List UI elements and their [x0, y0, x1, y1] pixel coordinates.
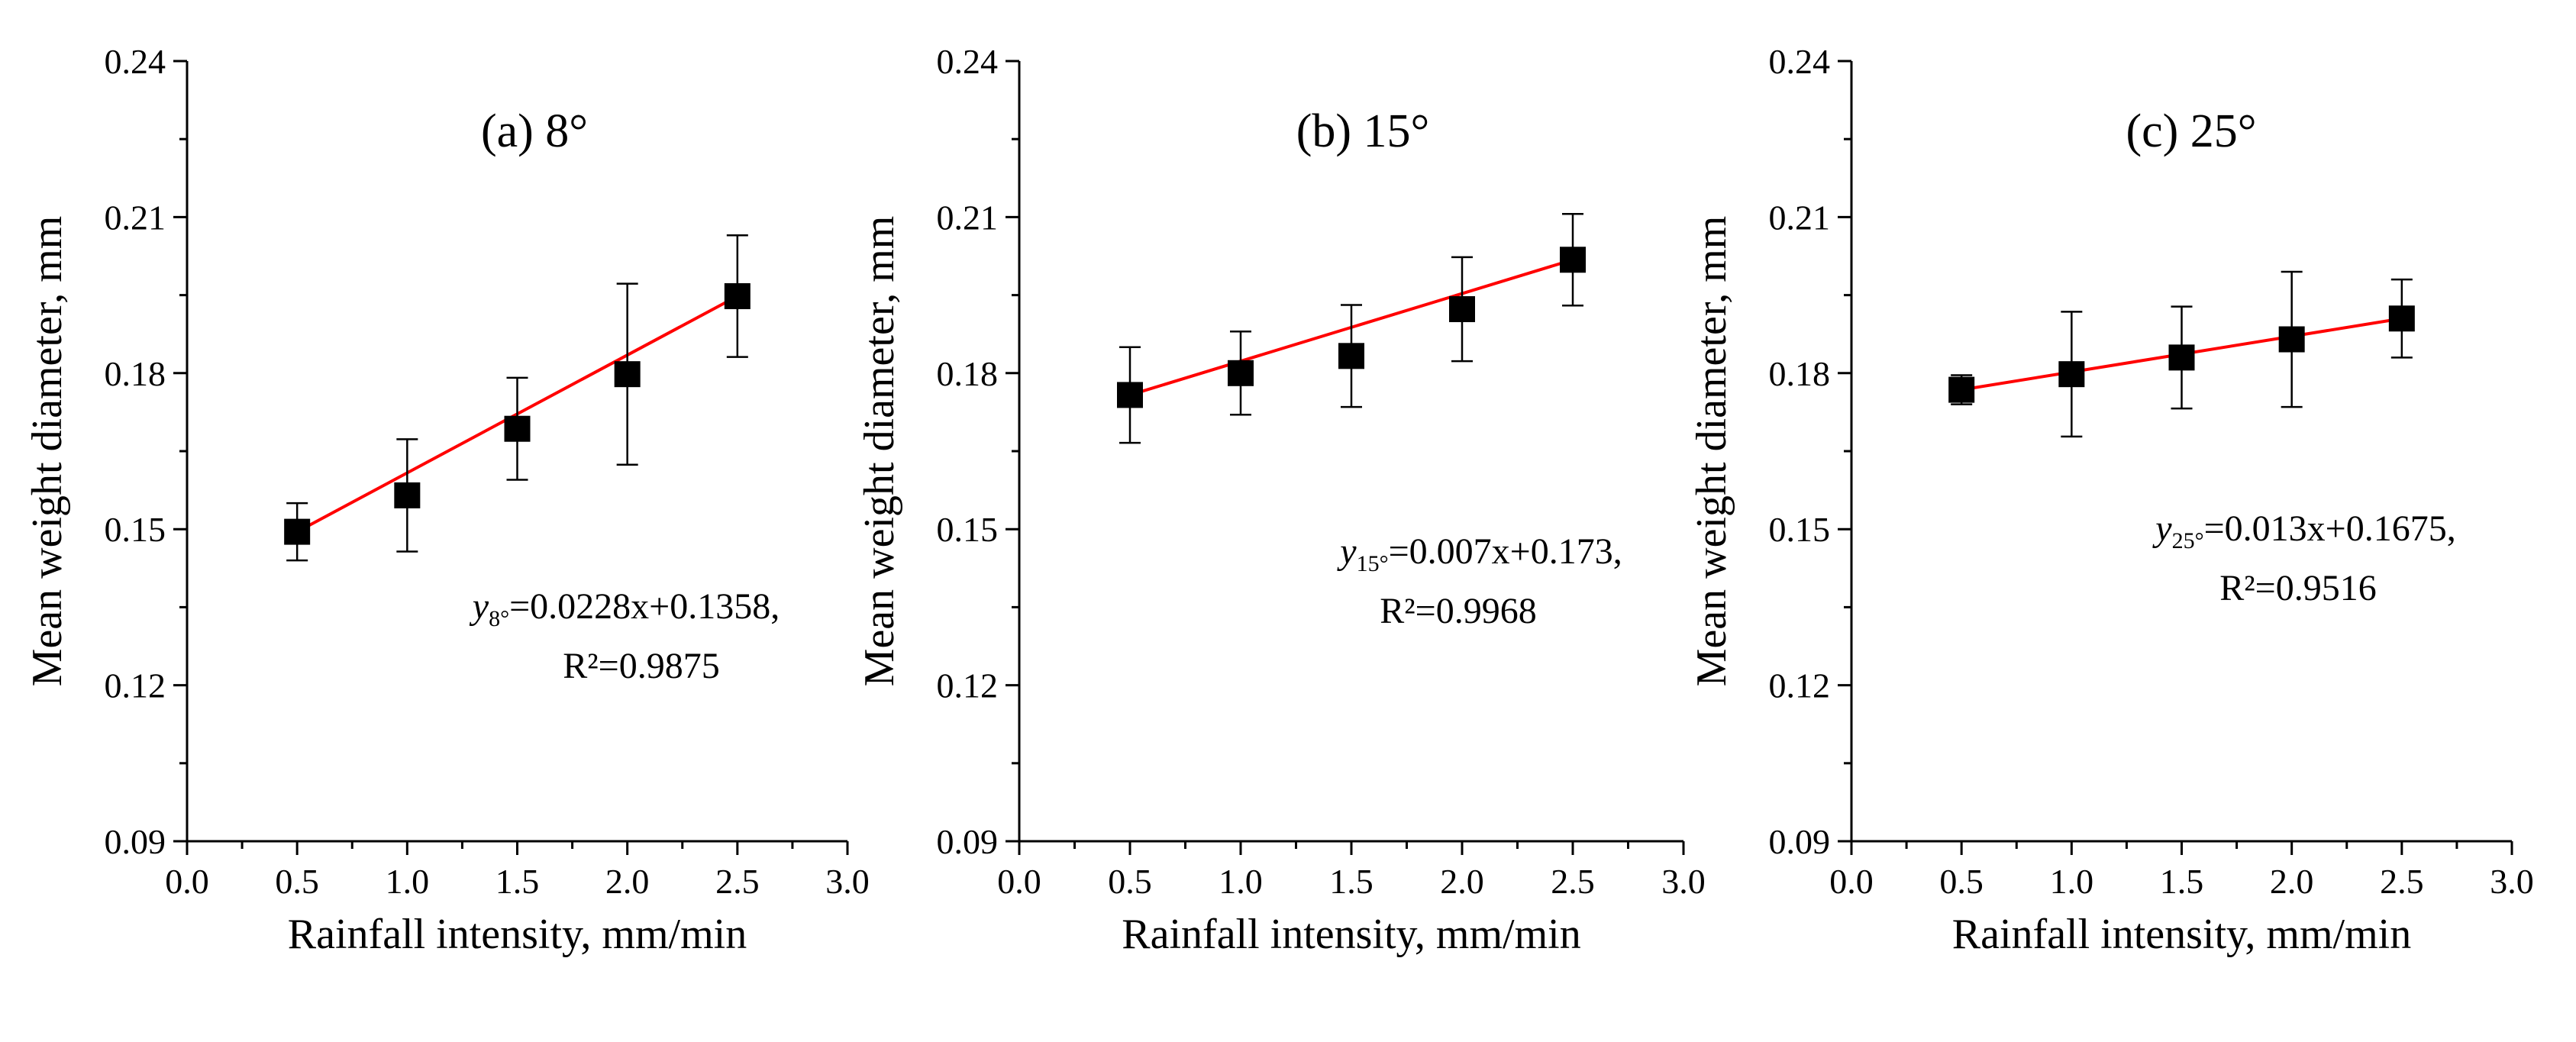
x-axis-title: Rainfall intensity, mm/min — [1122, 911, 1580, 958]
x-tick-label: 1.0 — [2050, 862, 2094, 901]
y-tick-label: 0.21 — [1769, 198, 1831, 237]
y-tick-label: 0.09 — [1769, 822, 1831, 861]
y-tick-label: 0.21 — [105, 198, 166, 237]
panel-title: (b) 15° — [1296, 105, 1430, 157]
x-tick-label: 2.5 — [2380, 862, 2424, 901]
data-point — [2168, 344, 2195, 371]
x-tick-label: 2.0 — [605, 862, 650, 901]
data-point — [1228, 360, 1254, 386]
x-tick-label: 1.5 — [2160, 862, 2204, 901]
x-tick-label: 3.0 — [1661, 862, 1706, 901]
y-axis-title: Mean weight diameter, mm — [1688, 216, 1735, 687]
fit-equation: y25°=0.013x+0.1675, — [2152, 508, 2455, 553]
y-tick-label: 0.18 — [937, 354, 999, 393]
x-tick-label: 0.5 — [275, 862, 319, 901]
x-tick-label: 1.0 — [1219, 862, 1263, 901]
data-point — [2278, 326, 2305, 353]
chart-panel-3: 0.0 0.5 1.0 1.5 2.0 2.5 3.0 0.09 0.12 0.15 0.18 0.2… — [1688, 42, 2534, 958]
y-tick-label: 0.18 — [1769, 354, 1831, 393]
y-axis-title: Mean weight diameter, mm — [24, 216, 71, 687]
y-tick-label: 0.12 — [1769, 666, 1831, 705]
panel-title: (a) 8° — [481, 105, 588, 157]
y-tick-label: 0.12 — [937, 666, 999, 705]
data-point — [1449, 295, 1475, 322]
data-point — [2388, 305, 2415, 332]
x-tick-label: 2.0 — [2270, 862, 2314, 901]
data-point — [2058, 361, 2085, 388]
data-point — [1948, 376, 1975, 403]
fit-equation: y8°=0.0228x+0.1358, — [469, 586, 780, 631]
y-tick-label: 0.24 — [105, 42, 166, 81]
y-axis-title: Mean weight diameter, mm — [856, 216, 903, 687]
y-tick-label: 0.15 — [1769, 510, 1831, 549]
y-tick-label: 0.18 — [105, 354, 166, 393]
x-tick-label: 1.5 — [496, 862, 540, 901]
y-tick-label: 0.24 — [1769, 42, 1831, 81]
x-tick-label: 1.5 — [1329, 862, 1374, 901]
x-tick-label: 1.0 — [386, 862, 430, 901]
chart-panel-1: 0.0 0.5 1.0 1.5 2.0 2.5 3.0 0.09 0.12 0.15 0.18 0.2… — [24, 42, 870, 958]
r-squared-label: R²=0.9875 — [563, 646, 719, 686]
x-tick-label: 2.5 — [1551, 862, 1595, 901]
data-point — [724, 282, 751, 309]
x-tick-label: 0.0 — [165, 862, 209, 901]
x-tick-label: 0.0 — [997, 862, 1041, 901]
data-point — [394, 482, 421, 508]
r-squared-label: R²=0.9516 — [2219, 568, 2376, 608]
data-point — [504, 415, 531, 442]
x-tick-label: 0.5 — [1939, 862, 1984, 901]
chart-panel-2: 0.0 0.5 1.0 1.5 2.0 2.5 3.0 0.09 0.12 0.15 0.18 0.2… — [856, 42, 1706, 958]
x-tick-label: 2.5 — [715, 862, 760, 901]
x-axis-title: Rainfall intensity, mm/min — [1952, 911, 2411, 958]
r-squared-label: R²=0.9968 — [1380, 591, 1536, 631]
y-tick-label: 0.09 — [105, 822, 166, 861]
x-tick-label: 2.0 — [1440, 862, 1484, 901]
data-point — [1117, 382, 1143, 408]
x-axis-title: Rainfall intensity, mm/min — [288, 911, 747, 958]
x-tick-label: 3.0 — [2490, 862, 2534, 901]
y-tick-label: 0.21 — [937, 198, 999, 237]
x-tick-label: 0.0 — [1829, 862, 1874, 901]
x-tick-label: 3.0 — [825, 862, 870, 901]
y-tick-label: 0.09 — [937, 822, 999, 861]
y-tick-label: 0.24 — [937, 42, 999, 81]
data-point — [614, 361, 641, 388]
data-point — [1338, 343, 1364, 369]
y-tick-label: 0.15 — [105, 510, 166, 549]
data-point — [284, 518, 311, 545]
fit-equation: y15°=0.007x+0.173, — [1336, 531, 1622, 576]
data-point — [1560, 247, 1586, 273]
panel-title: (c) 25° — [2126, 105, 2256, 157]
y-tick-label: 0.12 — [105, 666, 166, 705]
y-tick-label: 0.15 — [937, 510, 999, 549]
x-tick-label: 0.5 — [1108, 862, 1152, 901]
